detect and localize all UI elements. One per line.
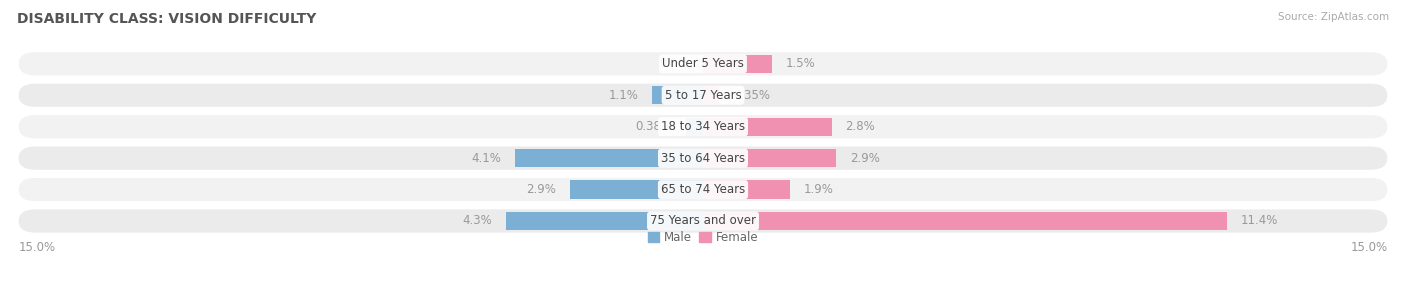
Bar	[506, 212, 703, 230]
Text: 15.0%: 15.0%	[18, 241, 56, 254]
Text: 2.9%: 2.9%	[526, 183, 555, 196]
Bar	[569, 181, 703, 199]
Text: Under 5 Years: Under 5 Years	[662, 57, 744, 70]
FancyBboxPatch shape	[18, 52, 1388, 75]
Text: 0.35%: 0.35%	[733, 89, 770, 102]
FancyBboxPatch shape	[18, 147, 1388, 170]
Text: 2.9%: 2.9%	[851, 152, 880, 165]
FancyBboxPatch shape	[18, 115, 1388, 138]
FancyBboxPatch shape	[18, 178, 1388, 201]
Text: 0.0%: 0.0%	[659, 57, 689, 70]
Text: DISABILITY CLASS: VISION DIFFICULTY: DISABILITY CLASS: VISION DIFFICULTY	[17, 12, 316, 26]
FancyBboxPatch shape	[18, 209, 1388, 233]
Bar	[703, 181, 790, 199]
Text: 5 to 17 Years: 5 to 17 Years	[665, 89, 741, 102]
Bar	[703, 86, 718, 104]
Bar	[703, 55, 772, 73]
Text: 0.38%: 0.38%	[634, 120, 672, 133]
Text: 35 to 64 Years: 35 to 64 Years	[661, 152, 745, 165]
FancyBboxPatch shape	[18, 84, 1388, 107]
Text: 11.4%: 11.4%	[1240, 215, 1278, 227]
Text: 4.3%: 4.3%	[463, 215, 492, 227]
Text: 65 to 74 Years: 65 to 74 Years	[661, 183, 745, 196]
Text: 4.1%: 4.1%	[471, 152, 501, 165]
Text: 18 to 34 Years: 18 to 34 Years	[661, 120, 745, 133]
Legend: Male, Female: Male, Female	[647, 230, 759, 245]
Text: 1.1%: 1.1%	[609, 89, 638, 102]
Text: Source: ZipAtlas.com: Source: ZipAtlas.com	[1278, 12, 1389, 22]
Bar	[652, 86, 703, 104]
Bar	[703, 149, 837, 167]
Bar	[703, 212, 1226, 230]
Text: 15.0%: 15.0%	[1350, 241, 1388, 254]
Text: 75 Years and over: 75 Years and over	[650, 215, 756, 227]
Text: 1.9%: 1.9%	[804, 183, 834, 196]
Bar	[515, 149, 703, 167]
Text: 1.5%: 1.5%	[786, 57, 815, 70]
Text: 2.8%: 2.8%	[845, 120, 875, 133]
Bar	[703, 118, 831, 136]
Bar	[686, 118, 703, 136]
